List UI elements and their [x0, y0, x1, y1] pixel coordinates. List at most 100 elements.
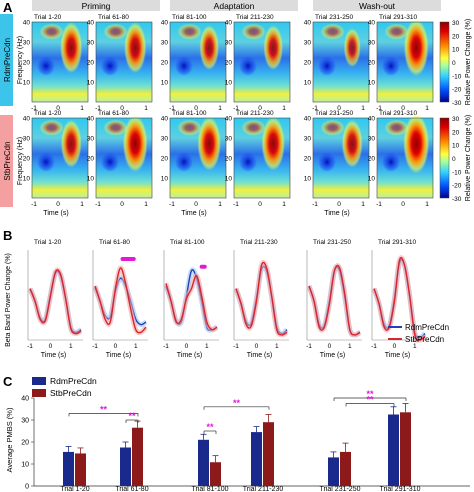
heatmap-y-tick: 30	[225, 136, 233, 143]
line-x-tick: -1	[306, 343, 312, 350]
heatmap-trial-label: Trial 61-80	[98, 14, 129, 21]
heatmap-frame	[376, 21, 434, 103]
heatmap-y-tick: 30	[87, 40, 95, 47]
heatmap-y-tick: 40	[225, 20, 233, 27]
line-x-tick: -1	[163, 343, 169, 350]
legend-label-stb-c: StbPreCdn	[50, 388, 92, 398]
heatmap-trial-label: Trial 291-310	[379, 110, 417, 117]
heatmap-y-tick: 20	[161, 156, 169, 163]
heatmap-trial-label: Trial 211-230	[236, 110, 274, 117]
line-error-band	[163, 273, 219, 333]
heatmap-rebound	[263, 25, 283, 71]
colorbar-tick: 0	[452, 60, 456, 67]
panel-label-b: B	[3, 228, 12, 243]
line-xlabel: Time (s)	[247, 352, 272, 359]
heatmap-y-tick: 20	[368, 60, 376, 67]
heatmap-x-tick: 1	[80, 105, 84, 112]
heatmap-y-tick: 20	[368, 156, 376, 163]
heatmap-cell: Trial 1-20 10 20 30 40 -1 0 1	[23, 14, 89, 112]
sig-stars: **	[366, 395, 374, 405]
heatmap-y-tick: 40	[161, 116, 169, 123]
heatmap-x-tick: 1	[282, 105, 286, 112]
group-label-rdm: RdmPreCdn	[3, 38, 12, 82]
colorbar-label-stb: Relative Power Change (%)	[465, 115, 472, 201]
phase-label-adaptation: Adaptation	[214, 1, 255, 11]
line-x-tick: 1	[275, 343, 279, 350]
line-x-tick: 0	[114, 343, 118, 350]
colorbar-tick: 30	[452, 20, 460, 27]
heatmap-x-tick: 0	[401, 105, 405, 112]
heatmap-x-tick: 0	[337, 105, 341, 112]
line-series	[94, 267, 147, 334]
line-series	[373, 256, 426, 341]
heatmap-rebound	[60, 119, 82, 168]
heatmap-trial-label: Trial 1-20	[34, 110, 62, 117]
heatmap-y-tick: 10	[304, 80, 312, 87]
sig-stars: **	[206, 422, 214, 432]
colorbar-tick: 20	[452, 129, 460, 136]
legend-swatch-stb	[32, 389, 46, 397]
line-panel-title: Trial 291-310	[378, 239, 416, 246]
colorbar-tick: -20	[452, 87, 462, 94]
heatmap-y-tick: 10	[225, 80, 233, 87]
heatmap-desync	[239, 152, 257, 172]
heatmap-high-band	[241, 119, 266, 136]
heatmap-desync	[101, 152, 119, 172]
heatmap-cell: Trial 291-310 10 20 30 40 -1 0 1	[368, 14, 434, 112]
heatmap-y-tick: 20	[225, 60, 233, 67]
legend-label-rdm-c: RdmPreCdn	[50, 376, 97, 386]
heatmap-trial-label: Trial 211-230	[236, 14, 274, 21]
line-xlabel: Time (s)	[320, 352, 345, 359]
heatmap-desync	[382, 56, 400, 76]
group-label-stb: StbPreCdn	[3, 141, 12, 180]
heatmap-frame	[233, 21, 291, 103]
bar	[400, 412, 411, 486]
heatmap-x-tick: 0	[258, 105, 262, 112]
heatmap-desync	[175, 56, 193, 76]
heatmap-high-band	[320, 119, 345, 136]
bar-category-label: Trial 61-80	[115, 486, 148, 492]
heatmap-desync	[37, 56, 55, 76]
colorbar-ticks: 30 20 10 0 -10 -20 -30 30 20 10 0 -10 -20 -30	[452, 20, 462, 203]
heatmap-y-tick: 20	[225, 156, 233, 163]
heatmap-rebound	[122, 115, 148, 173]
heatmap-x-tick: -1	[169, 105, 175, 112]
heatmap-x-tick: 1	[282, 201, 286, 208]
bar	[263, 422, 274, 486]
heatmap-y-tick: 30	[87, 136, 95, 143]
heatmap-cell: Trial 231-250 10 20 30 40 -1 0 1 Time (s)	[304, 110, 370, 217]
heatmap-y-tick: 30	[368, 40, 376, 47]
heatmap-frame	[312, 117, 370, 199]
heatmap-x-tick: 0	[56, 105, 60, 112]
bar-category-label: Trial 211-230	[243, 486, 284, 492]
bar	[198, 439, 209, 486]
colorbar-label-rdm: Relative Power Change (%)	[465, 19, 472, 105]
heatmap-x-tick: -1	[312, 201, 318, 208]
heatmap-y-tick: 30	[23, 40, 31, 47]
heatmap-y-tick: 20	[304, 60, 312, 67]
line-x-tick: -1	[233, 343, 239, 350]
heatmap-y-tick: 20	[87, 60, 95, 67]
heatmap-rebound	[403, 19, 429, 77]
line-x-tick: 0	[328, 343, 332, 350]
heatmap-rebound	[261, 116, 285, 171]
heatmap-high-band	[320, 23, 345, 40]
heatmap-xlabel: Time (s)	[324, 210, 349, 217]
line-panel-title: Trial 211-230	[240, 239, 278, 246]
heatmap-x-tick: 0	[120, 105, 124, 112]
heatmap-y-tick: 30	[161, 40, 169, 47]
heatmap-x-tick: -1	[376, 105, 382, 112]
heatmap-y-tick: 30	[304, 40, 312, 47]
bar-y-tick: 0	[25, 484, 29, 491]
heatmap-y-tick: 40	[87, 20, 95, 27]
heatmap-y-tick: 40	[87, 116, 95, 123]
heatmap-y-tick: 20	[304, 156, 312, 163]
heatmap-y-tick: 20	[87, 156, 95, 163]
line-x-tick: 1	[69, 343, 73, 350]
heatmap-trial-label: Trial 61-80	[98, 110, 129, 117]
